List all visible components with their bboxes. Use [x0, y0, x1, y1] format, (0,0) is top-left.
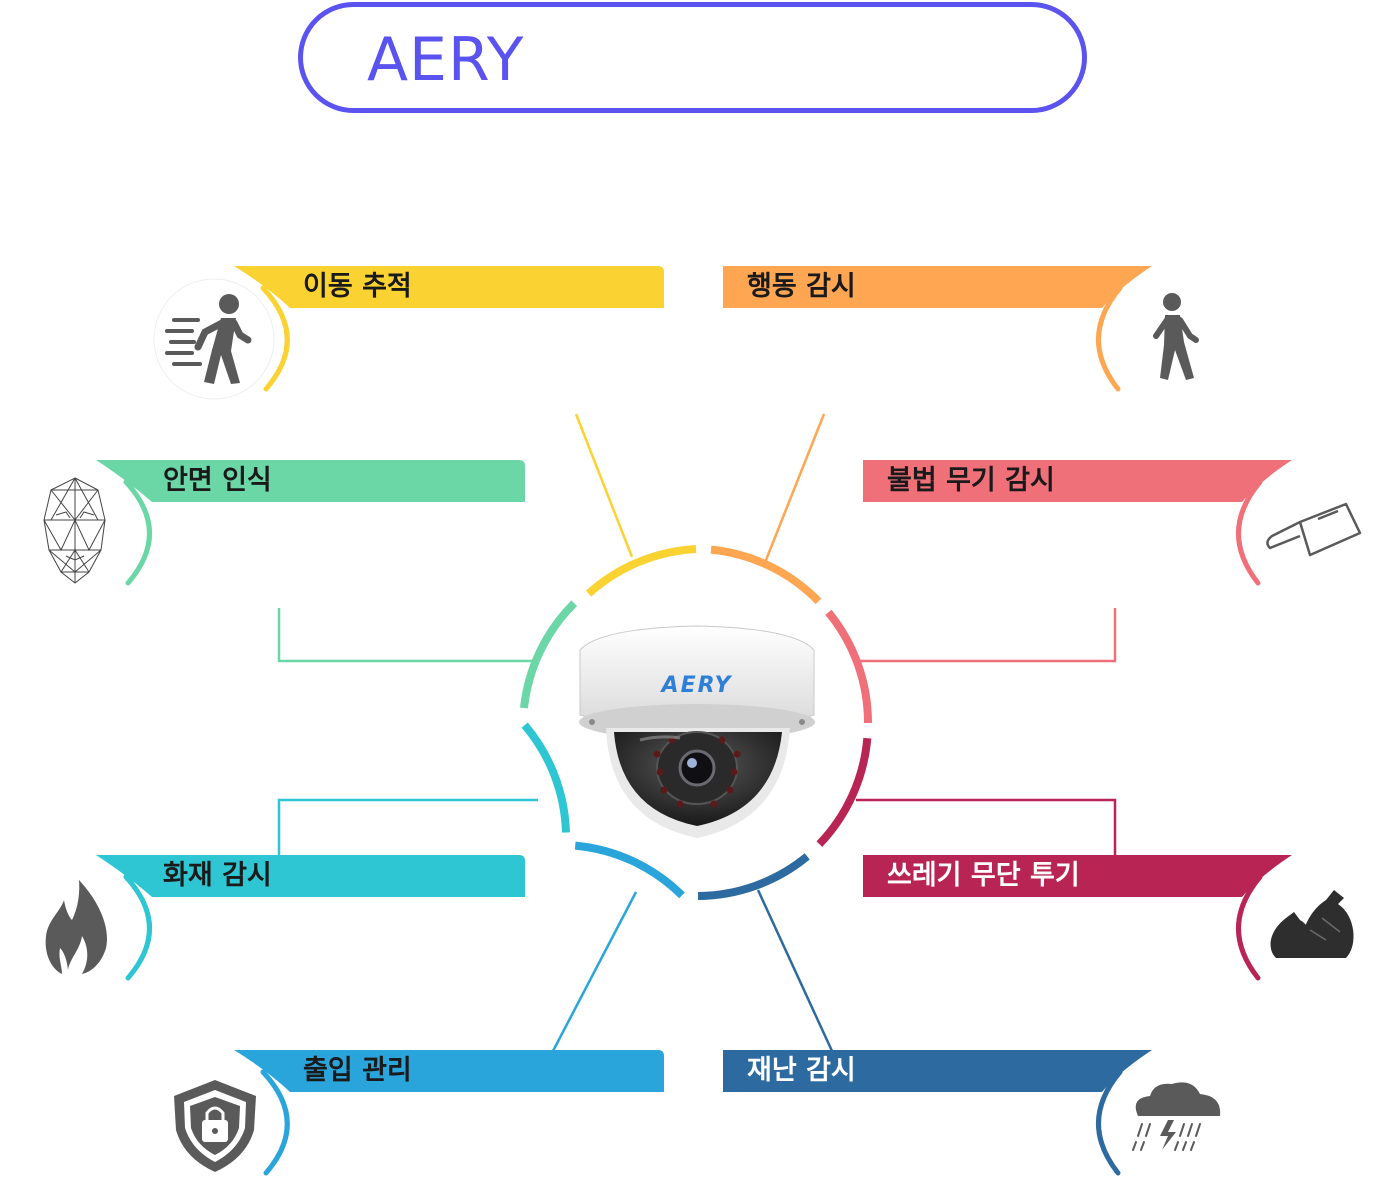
walking-person-icon	[1153, 293, 1199, 380]
label-fire-monitoring: 화재 감시	[163, 860, 272, 891]
connector-illegal-weapon-monitoring	[858, 608, 1117, 663]
connector-access-control	[551, 891, 638, 1052]
bar-face-recognition	[96, 460, 525, 502]
bar-disaster-monitoring	[723, 1050, 1152, 1092]
arc-fire-monitoring	[123, 874, 152, 981]
bar-fire-monitoring	[96, 855, 525, 897]
bar-illegal-weapon-monitoring	[863, 460, 1292, 502]
ring-segment-access-control	[574, 841, 685, 899]
arc-face-recognition	[123, 479, 152, 586]
connector-fire-monitoring	[277, 798, 538, 855]
label-illegal-dumping: 쓰레기 무단 투기	[887, 860, 1080, 891]
connector-face-recognition	[277, 608, 532, 663]
ring-segment-face-recognition	[520, 600, 578, 709]
face-mesh-icon	[43, 477, 106, 584]
label-illegal-weapon-monitoring: 불법 무기 감시	[887, 465, 1055, 496]
bar-motion-tracking	[234, 266, 664, 308]
ring-segment-motion-tracking	[585, 545, 697, 597]
arc-behavior-monitoring	[1096, 285, 1123, 392]
connector-motion-tracking	[574, 413, 634, 558]
shield-lock-icon	[174, 1080, 256, 1172]
label-behavior-monitoring: 행동 감시	[747, 271, 856, 302]
arc-disaster-monitoring	[1096, 1069, 1123, 1176]
ring-segment-illegal-dumping	[816, 737, 872, 847]
label-access-control: 출입 관리	[303, 1055, 412, 1086]
label-face-recognition: 안면 인식	[163, 465, 272, 496]
connector-disaster-monitoring	[756, 889, 834, 1052]
arc-motion-tracking	[260, 285, 290, 392]
title-text: AERY	[367, 25, 525, 95]
ring-segment-behavior-monitoring	[710, 545, 822, 605]
camera-logo: AERY	[660, 673, 733, 698]
connector-behavior-monitoring	[764, 413, 826, 561]
arc-illegal-weapon-monitoring	[1236, 479, 1263, 586]
arc-illegal-dumping	[1236, 874, 1263, 981]
title-pill: AERY	[298, 2, 1087, 113]
storm-cloud-icon	[1132, 1082, 1221, 1151]
bar-access-control	[234, 1050, 664, 1092]
bar-behavior-monitoring	[723, 266, 1152, 308]
connector-illegal-dumping	[856, 798, 1117, 855]
flame-icon	[45, 880, 107, 974]
ring-segment-disaster-monitoring	[697, 853, 810, 900]
running-person-icon	[153, 278, 275, 400]
arc-access-control	[260, 1069, 290, 1176]
bar-illegal-dumping	[863, 855, 1292, 897]
knife-icon	[1266, 502, 1362, 557]
ring-segment-illegal-weapon-monitoring	[825, 609, 873, 724]
garbage-bag-icon	[1270, 890, 1354, 958]
label-motion-tracking: 이동 추적	[303, 271, 412, 302]
label-disaster-monitoring: 재난 감시	[747, 1055, 856, 1086]
ring-segment-fire-monitoring	[521, 722, 570, 833]
dome-camera: AERY	[579, 625, 815, 838]
